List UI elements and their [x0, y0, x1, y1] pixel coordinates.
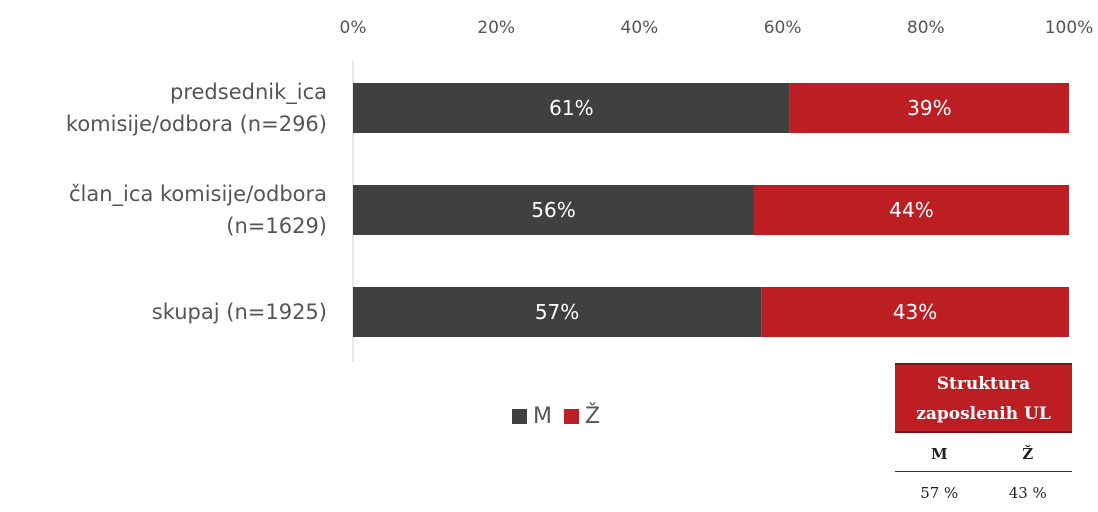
x-tick-label: 20% — [477, 18, 515, 38]
structure-table-title: Struktura zaposlenih UL — [895, 363, 1072, 433]
legend-swatch-m — [512, 409, 527, 424]
structure-value-z: 43 % — [1008, 484, 1047, 502]
x-tick-label: 40% — [621, 18, 659, 38]
legend: M Ž — [512, 404, 612, 429]
legend-item-m: M — [512, 404, 552, 429]
data-label: 43% — [893, 300, 937, 324]
bar-segment-z — [761, 287, 1069, 337]
x-tick-label: 80% — [907, 18, 945, 38]
bar-segment-z — [789, 83, 1069, 133]
structure-header-m: M — [930, 445, 948, 463]
data-label: 56% — [531, 198, 575, 222]
category-label: skupaj (n=1925) — [152, 300, 327, 324]
data-label: 44% — [889, 198, 933, 222]
category-label: član_ica komisije/odbora — [69, 182, 327, 207]
legend-label-m: M — [533, 404, 552, 429]
category-label: predsednik_ica — [170, 80, 327, 105]
structure-header-row: M Ž — [895, 433, 1072, 472]
category-label: komisije/odbora (n=296) — [66, 112, 327, 136]
legend-label-z: Ž — [584, 404, 601, 429]
legend-swatch-z — [563, 409, 579, 424]
structure-value-m: 57 % — [920, 484, 959, 502]
structure-title-line2: zaposlenih UL — [916, 404, 1051, 424]
x-tick-label: 100% — [1045, 18, 1094, 38]
bar-segment-m — [353, 185, 754, 235]
bar-segment-m — [353, 287, 762, 337]
structure-header-z: Ž — [1022, 445, 1034, 463]
x-tick-label: 0% — [340, 18, 367, 38]
structure-table: Struktura zaposlenih UL M Ž 57 % 43 % — [895, 363, 1072, 508]
x-tick-label: 60% — [764, 18, 802, 38]
data-label: 57% — [535, 300, 579, 324]
data-label: 61% — [549, 96, 593, 120]
legend-item-z: Ž — [563, 404, 601, 429]
bar-segment-z — [753, 185, 1069, 235]
structure-value-row: 57 % 43 % — [895, 472, 1072, 508]
structure-title-line1: Struktura — [936, 374, 1031, 394]
data-label: 39% — [907, 96, 951, 120]
bar-segment-m — [353, 83, 790, 133]
category-label: (n=1629) — [226, 214, 327, 238]
